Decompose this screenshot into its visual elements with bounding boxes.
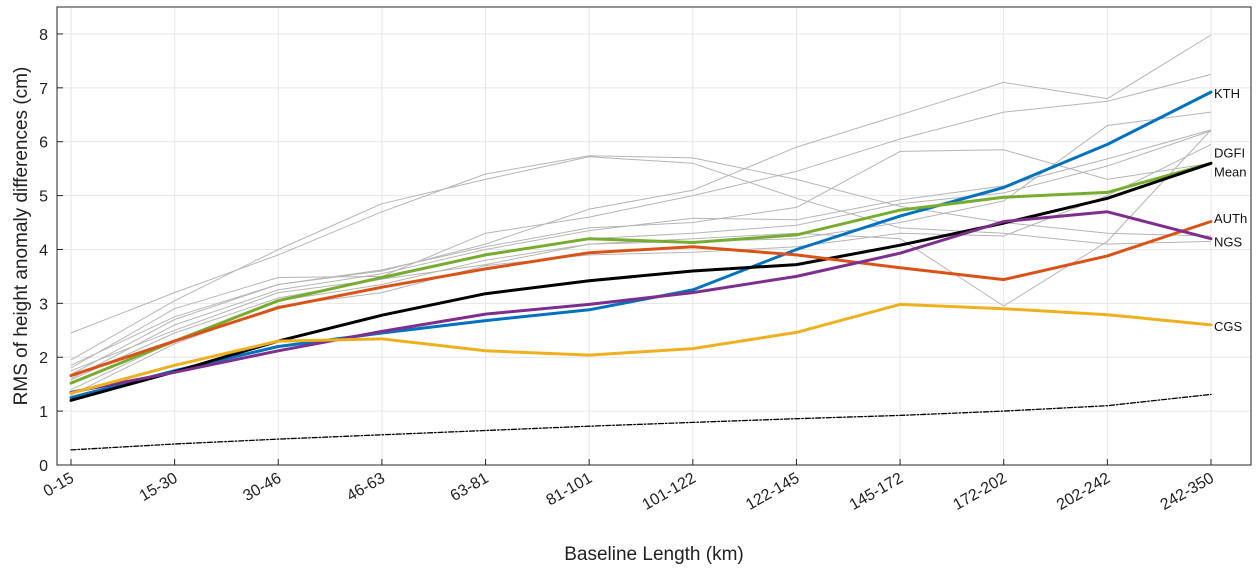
x-tick-label: 81-101 <box>544 470 596 510</box>
x-tick-label: 172-202 <box>950 470 1009 514</box>
y-tick-label: 2 <box>39 350 48 367</box>
series-line-cgs <box>69 302 1213 395</box>
x-tick-label: 122-145 <box>743 470 802 514</box>
series-group <box>69 90 1213 451</box>
x-tick-label: 63-81 <box>448 470 492 505</box>
series-label-ngs: NGS <box>1214 234 1243 249</box>
series-line-auth <box>69 220 1213 378</box>
background-series-line <box>70 149 1212 375</box>
background-series-line <box>70 73 1212 369</box>
y-tick-label: 3 <box>39 296 48 313</box>
x-tick-label: 46-63 <box>344 470 388 505</box>
series-label-kth: KTH <box>1214 86 1240 101</box>
plot-area <box>57 7 1251 465</box>
x-tick-label: 202-242 <box>1054 470 1113 514</box>
x-tick-label: 15-30 <box>137 470 181 505</box>
x-tick-label: 30-46 <box>240 470 284 505</box>
x-tick-label: 145-172 <box>847 470 906 514</box>
series-labels: KTH DGFI Mean AUTh NGS CGS <box>1214 86 1247 334</box>
y-tick-label: 7 <box>39 81 48 98</box>
y-tick-label: 0 <box>39 458 48 475</box>
series-label-dgfi: DGFI <box>1214 145 1245 160</box>
series-label-cgs: CGS <box>1214 319 1243 334</box>
plot-frame <box>56 6 1252 466</box>
x-tick-label: 101-122 <box>639 470 698 514</box>
y-axis-title: RMS of height anomaly differences (cm) <box>11 67 32 406</box>
y-tick-label: 8 <box>39 27 48 44</box>
series-line-dgfi <box>69 161 1213 385</box>
series-label-mean: Mean <box>1214 164 1247 179</box>
y-tick-label: 4 <box>39 242 48 259</box>
series-line-ngs <box>69 210 1213 394</box>
x-axis-title: Baseline Length (km) <box>564 544 744 565</box>
y-tick-label: 5 <box>39 189 48 206</box>
x-tick-label: 242-350 <box>1158 470 1217 514</box>
y-tick-label: 1 <box>39 404 48 421</box>
background-series-line <box>70 155 1212 334</box>
series-label-auth: AUTh <box>1214 211 1247 226</box>
y-tick-label: 6 <box>39 135 48 152</box>
dashed-reference-line <box>70 393 1212 451</box>
background-series-line <box>70 156 1212 361</box>
